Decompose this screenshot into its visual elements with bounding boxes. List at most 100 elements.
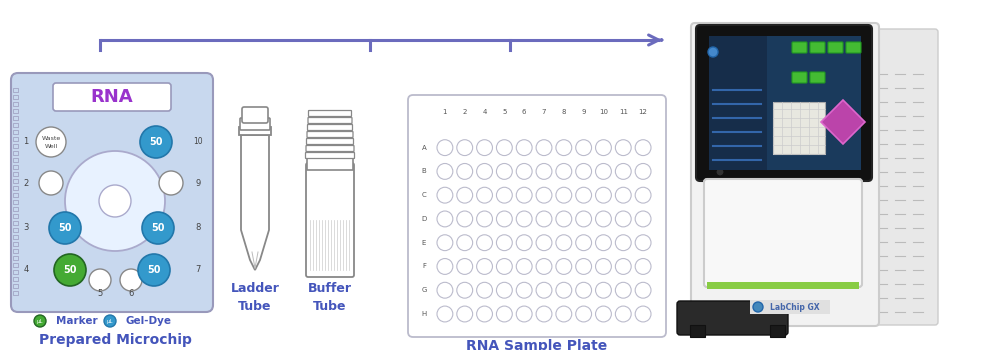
Bar: [13, 193, 18, 197]
Circle shape: [437, 259, 453, 274]
Circle shape: [477, 163, 492, 179]
Circle shape: [753, 302, 763, 312]
Circle shape: [596, 163, 611, 179]
Bar: [690, 325, 705, 337]
FancyBboxPatch shape: [677, 301, 788, 335]
Circle shape: [596, 259, 611, 274]
Bar: [773, 102, 825, 154]
Circle shape: [596, 140, 611, 155]
Circle shape: [437, 235, 453, 251]
Circle shape: [457, 163, 473, 179]
Text: Well: Well: [44, 144, 58, 148]
Text: 1: 1: [23, 138, 29, 147]
Text: RNA Sample Plate: RNA Sample Plate: [466, 339, 608, 350]
Bar: [13, 88, 18, 92]
Text: RNA: RNA: [91, 88, 133, 106]
FancyBboxPatch shape: [306, 146, 354, 152]
Bar: [13, 270, 18, 274]
Circle shape: [54, 254, 86, 286]
Circle shape: [457, 211, 473, 227]
FancyBboxPatch shape: [306, 163, 354, 277]
Circle shape: [576, 282, 592, 298]
Circle shape: [140, 126, 172, 158]
Text: 6: 6: [522, 109, 526, 115]
Circle shape: [457, 306, 473, 322]
Text: 50: 50: [63, 265, 77, 275]
Circle shape: [635, 140, 651, 155]
Circle shape: [576, 259, 592, 274]
Circle shape: [496, 306, 512, 322]
Circle shape: [437, 306, 453, 322]
Text: 4: 4: [23, 266, 29, 274]
Bar: [13, 172, 18, 176]
Bar: [709, 36, 767, 170]
Bar: [13, 95, 18, 99]
FancyBboxPatch shape: [810, 72, 825, 83]
Bar: [13, 256, 18, 260]
Circle shape: [615, 211, 631, 227]
FancyBboxPatch shape: [308, 118, 352, 124]
Text: B: B: [422, 168, 426, 174]
Bar: [13, 109, 18, 113]
Circle shape: [99, 185, 131, 217]
Circle shape: [477, 211, 492, 227]
Circle shape: [556, 140, 572, 155]
Text: 50: 50: [147, 265, 161, 275]
Bar: [13, 228, 18, 232]
Text: LabChip GX: LabChip GX: [770, 302, 820, 312]
FancyBboxPatch shape: [691, 23, 879, 326]
Circle shape: [615, 282, 631, 298]
Bar: [13, 235, 18, 239]
Circle shape: [536, 140, 552, 155]
Bar: [13, 179, 18, 183]
Text: Ladder
Tube: Ladder Tube: [231, 281, 279, 313]
Circle shape: [556, 259, 572, 274]
Bar: [13, 151, 18, 155]
FancyBboxPatch shape: [846, 42, 861, 53]
Circle shape: [457, 187, 473, 203]
Circle shape: [536, 306, 552, 322]
FancyBboxPatch shape: [810, 42, 825, 53]
Bar: [13, 116, 18, 120]
Circle shape: [34, 315, 46, 327]
Text: E: E: [422, 240, 426, 246]
Text: 10: 10: [599, 109, 608, 115]
Circle shape: [516, 235, 532, 251]
Circle shape: [39, 171, 63, 195]
Bar: [13, 277, 18, 281]
Circle shape: [615, 163, 631, 179]
FancyBboxPatch shape: [306, 139, 354, 145]
Circle shape: [437, 140, 453, 155]
Polygon shape: [821, 100, 865, 144]
FancyBboxPatch shape: [306, 153, 354, 159]
Text: 9: 9: [581, 109, 586, 115]
Text: μL: μL: [107, 318, 113, 323]
Circle shape: [635, 187, 651, 203]
Circle shape: [635, 259, 651, 274]
FancyBboxPatch shape: [704, 179, 862, 287]
Circle shape: [556, 306, 572, 322]
Text: C: C: [422, 192, 426, 198]
Text: 7: 7: [195, 266, 201, 274]
Text: 5: 5: [97, 289, 103, 299]
Circle shape: [576, 140, 592, 155]
Circle shape: [536, 259, 552, 274]
Circle shape: [457, 235, 473, 251]
Circle shape: [536, 235, 552, 251]
Circle shape: [556, 235, 572, 251]
FancyBboxPatch shape: [242, 107, 268, 123]
Circle shape: [142, 212, 174, 244]
Bar: [13, 186, 18, 190]
Text: 8: 8: [562, 109, 566, 115]
Circle shape: [477, 235, 492, 251]
Circle shape: [89, 269, 111, 291]
Circle shape: [159, 171, 183, 195]
Text: 9: 9: [195, 178, 201, 188]
Bar: [13, 130, 18, 134]
Circle shape: [576, 306, 592, 322]
Bar: [13, 165, 18, 169]
Circle shape: [457, 259, 473, 274]
Text: 8: 8: [195, 224, 201, 232]
Circle shape: [437, 163, 453, 179]
Circle shape: [496, 259, 512, 274]
